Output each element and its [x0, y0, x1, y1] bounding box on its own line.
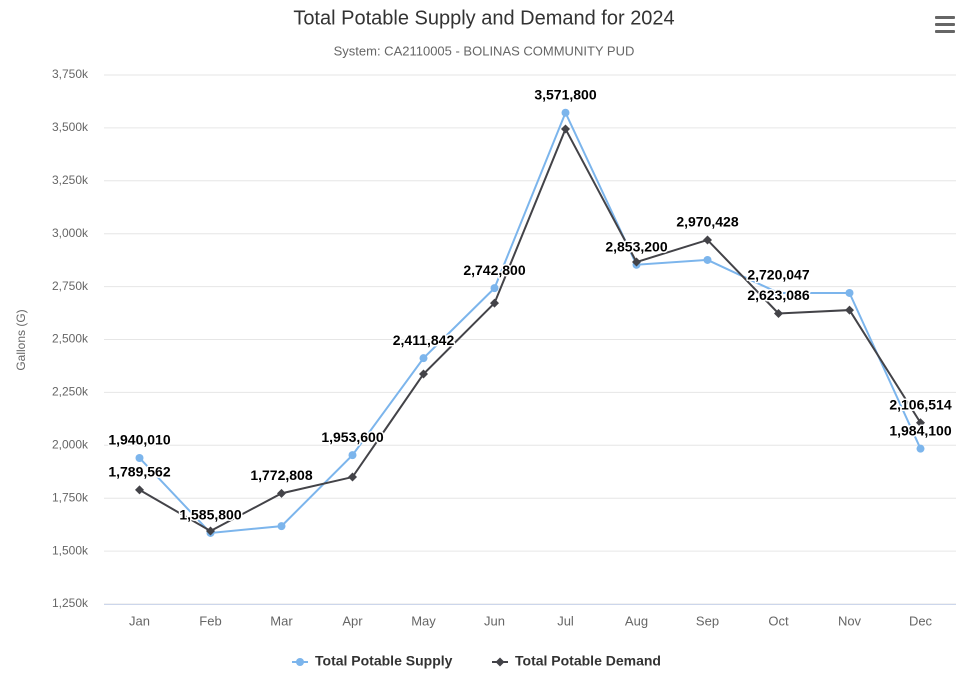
data-label: 1,940,010 — [108, 432, 170, 448]
series-line — [138, 126, 922, 533]
x-tick-label: Dec — [909, 613, 933, 628]
y-tick-label: 3,250k — [52, 173, 89, 187]
marker — [490, 284, 499, 293]
data-label: 1,789,562 — [108, 464, 170, 480]
menu-bar — [935, 30, 955, 33]
marker — [296, 658, 304, 666]
data-label: 2,411,842 — [393, 332, 455, 348]
y-tick-label: 3,000k — [52, 226, 89, 240]
y-axis-label: Gallons (G) — [14, 309, 28, 370]
data-label: 1,585,800 — [179, 507, 241, 523]
menu-bar — [935, 23, 955, 26]
marker — [495, 657, 505, 667]
x-tick-label: Aug — [625, 613, 648, 628]
marker — [419, 369, 428, 379]
y-tick-label: 2,750k — [52, 279, 89, 293]
marker — [348, 472, 357, 482]
x-tick-label: Jun — [484, 613, 505, 628]
legend-label: Total Potable Demand — [515, 653, 661, 669]
y-tick-label: 2,250k — [52, 385, 89, 399]
menu-button[interactable] — [935, 16, 955, 33]
y-tick-label: 1,250k — [52, 596, 89, 610]
marker — [561, 124, 570, 134]
data-label: 1,772,808 — [250, 467, 312, 483]
marker — [845, 305, 854, 315]
x-tick-label: Apr — [342, 613, 363, 628]
data-label: 2,623,086 — [747, 287, 809, 303]
data-label: 3,571,800 — [534, 86, 596, 102]
marker — [845, 288, 854, 297]
data-label: 2,742,800 — [463, 262, 525, 278]
x-tick-label: Nov — [838, 613, 862, 628]
marker — [632, 257, 641, 267]
y-tick-label: 3,750k — [52, 67, 89, 81]
x-tick-label: Jan — [129, 613, 150, 628]
marker — [206, 526, 215, 536]
y-tick-label: 1,500k — [52, 543, 89, 557]
series-line — [138, 110, 922, 534]
marker — [348, 451, 357, 460]
x-tick-label: May — [411, 613, 436, 628]
legend-item[interactable]: Total Potable Supply — [292, 653, 453, 669]
menu-bar — [935, 16, 955, 19]
marker — [703, 255, 712, 264]
marker — [774, 308, 783, 318]
chart-title: Total Potable Supply and Demand for 2024 — [293, 7, 674, 29]
x-tick-label: Jul — [557, 613, 574, 628]
data-label: 2,970,428 — [676, 214, 738, 230]
y-tick-label: 1,750k — [52, 490, 89, 504]
data-label: 1,953,600 — [321, 429, 383, 445]
marker — [277, 522, 286, 531]
chart-subtitle: System: CA2110005 - BOLINAS COMMUNITY PU… — [334, 43, 635, 58]
marker — [916, 444, 925, 453]
marker — [703, 235, 712, 245]
data-label: 2,853,200 — [605, 238, 667, 254]
data-label: 1,984,100 — [889, 422, 951, 438]
marker — [135, 453, 144, 462]
data-label: 2,106,514 — [889, 396, 951, 412]
marker — [135, 485, 144, 495]
marker — [490, 298, 499, 308]
y-tick-label: 2,500k — [52, 332, 89, 346]
marker — [774, 288, 783, 297]
marker — [419, 354, 428, 363]
marker — [561, 108, 570, 117]
x-tick-label: Mar — [270, 613, 293, 628]
marker — [916, 418, 925, 428]
marker — [277, 488, 286, 498]
x-tick-label: Feb — [199, 613, 221, 628]
legend-label: Total Potable Supply — [315, 653, 453, 669]
x-tick-label: Sep — [696, 613, 719, 628]
x-tick-label: Oct — [768, 613, 789, 628]
y-tick-label: 2,000k — [52, 437, 89, 451]
data-label: 2,720,047 — [747, 267, 809, 283]
y-tick-label: 3,500k — [52, 120, 89, 134]
legend-item[interactable]: Total Potable Demand — [492, 653, 661, 669]
